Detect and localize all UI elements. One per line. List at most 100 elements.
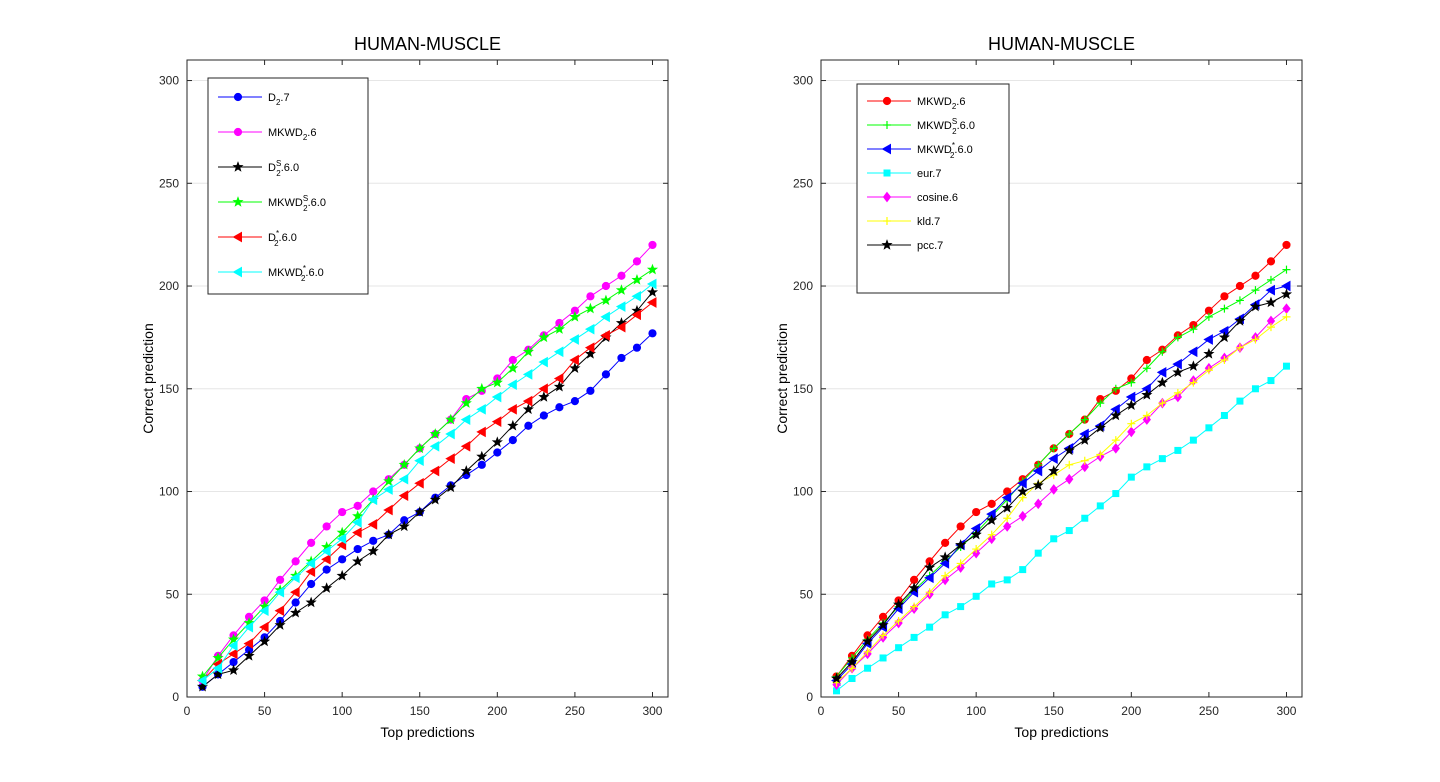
x-axis-label: Top predictions — [1014, 724, 1108, 740]
data-point — [383, 475, 395, 486]
data-point — [243, 650, 255, 661]
data-point — [398, 458, 410, 470]
legend-label: MKWD2.6 — [917, 96, 965, 111]
data-point — [1096, 502, 1104, 510]
data-point — [460, 465, 472, 476]
data-point — [1143, 463, 1151, 471]
data-point — [321, 582, 333, 593]
data-point — [1249, 300, 1262, 312]
x-tick-label: 100 — [332, 704, 352, 718]
data-point — [1235, 281, 1245, 291]
data-point — [1266, 323, 1275, 332]
data-point — [398, 520, 410, 532]
data-point — [305, 596, 317, 608]
legend-marker — [881, 143, 891, 155]
data-point — [1048, 465, 1060, 476]
data-point — [429, 493, 441, 505]
data-point — [924, 561, 936, 573]
data-point — [600, 294, 612, 306]
legend-label: DS 2.6.0 — [268, 159, 299, 178]
data-point — [259, 605, 269, 617]
data-point — [1065, 527, 1073, 535]
data-point — [863, 647, 872, 656]
data-point — [383, 484, 393, 495]
data-point — [1111, 443, 1120, 454]
y-tick-label: 200 — [793, 279, 813, 293]
data-point — [414, 442, 426, 454]
data-point — [383, 504, 393, 516]
x-tick-label: 150 — [1044, 704, 1064, 718]
data-point — [1003, 521, 1012, 532]
data-point — [524, 421, 533, 430]
data-point — [212, 652, 224, 663]
data-point — [398, 490, 409, 501]
data-point — [1220, 356, 1229, 365]
data-point — [646, 297, 657, 308]
series-eur.7 — [833, 362, 1290, 695]
chart-title: HUMAN-MUSCLE — [988, 34, 1135, 54]
data-point — [1112, 490, 1120, 498]
legend-entry: eur.7 — [867, 168, 941, 180]
data-point — [507, 379, 517, 391]
data-point — [1034, 549, 1042, 557]
legend-entry: cosine.6 — [867, 191, 958, 204]
data-point — [846, 656, 858, 667]
data-point — [307, 538, 316, 547]
data-point — [586, 386, 595, 395]
data-point — [848, 675, 856, 683]
legend-label: MKWD* 2.6.0 — [268, 264, 324, 283]
x-tick-label: 250 — [1199, 704, 1219, 718]
data-point — [956, 522, 965, 531]
data-point — [522, 345, 534, 357]
data-point — [553, 323, 565, 334]
data-point — [1048, 453, 1058, 464]
data-point — [539, 411, 548, 420]
legend-label: MKWDS 2.6.0 — [268, 194, 326, 213]
data-point — [1018, 510, 1027, 522]
data-point — [1282, 312, 1291, 321]
legend: D2.7 MKWD2.6 DS 2.6.0 MKWDS 2.6.0 D* 2.6.0 MKWD*… — [207, 77, 369, 295]
data-point — [939, 551, 951, 563]
legend-marker — [233, 127, 243, 137]
data-point — [1189, 325, 1198, 334]
data-point — [1127, 473, 1135, 481]
data-point — [522, 395, 533, 407]
data-point — [522, 403, 534, 415]
legend-label: MKWDS 2.6.0 — [917, 117, 975, 136]
x-tick-label: 300 — [1276, 704, 1296, 718]
data-point — [1251, 286, 1260, 295]
data-point — [274, 586, 285, 598]
data-point — [1125, 391, 1136, 403]
y-tick-label: 50 — [800, 587, 814, 601]
data-point — [924, 572, 934, 584]
data-point — [569, 362, 581, 373]
data-point — [1265, 284, 1275, 296]
data-point — [1235, 343, 1244, 352]
x-tick-label: 200 — [487, 704, 507, 718]
data-point — [893, 598, 905, 610]
data-point — [1127, 419, 1136, 428]
data-point — [601, 281, 611, 291]
data-point — [586, 292, 595, 301]
legend-label: eur.7 — [917, 168, 941, 180]
data-point — [1003, 576, 1011, 584]
data-point — [1017, 477, 1027, 489]
legend-entry: MKWD* 2.6.0 — [218, 264, 324, 283]
data-point — [569, 334, 579, 345]
data-point — [1173, 333, 1182, 342]
data-point — [879, 654, 887, 662]
data-point — [877, 619, 889, 630]
x-tick-label: 300 — [642, 704, 662, 718]
data-point — [861, 635, 874, 647]
data-point — [367, 519, 378, 530]
data-point — [1203, 347, 1215, 359]
data-point — [243, 638, 254, 649]
legend-label: MKWD* 2.6.0 — [917, 141, 973, 160]
data-point — [336, 533, 347, 545]
data-point — [259, 621, 269, 633]
legend-label: cosine.6 — [917, 192, 958, 204]
x-tick-label: 100 — [966, 704, 986, 718]
y-tick-label: 0 — [172, 690, 179, 704]
data-point — [227, 633, 240, 645]
data-point — [1236, 397, 1244, 405]
